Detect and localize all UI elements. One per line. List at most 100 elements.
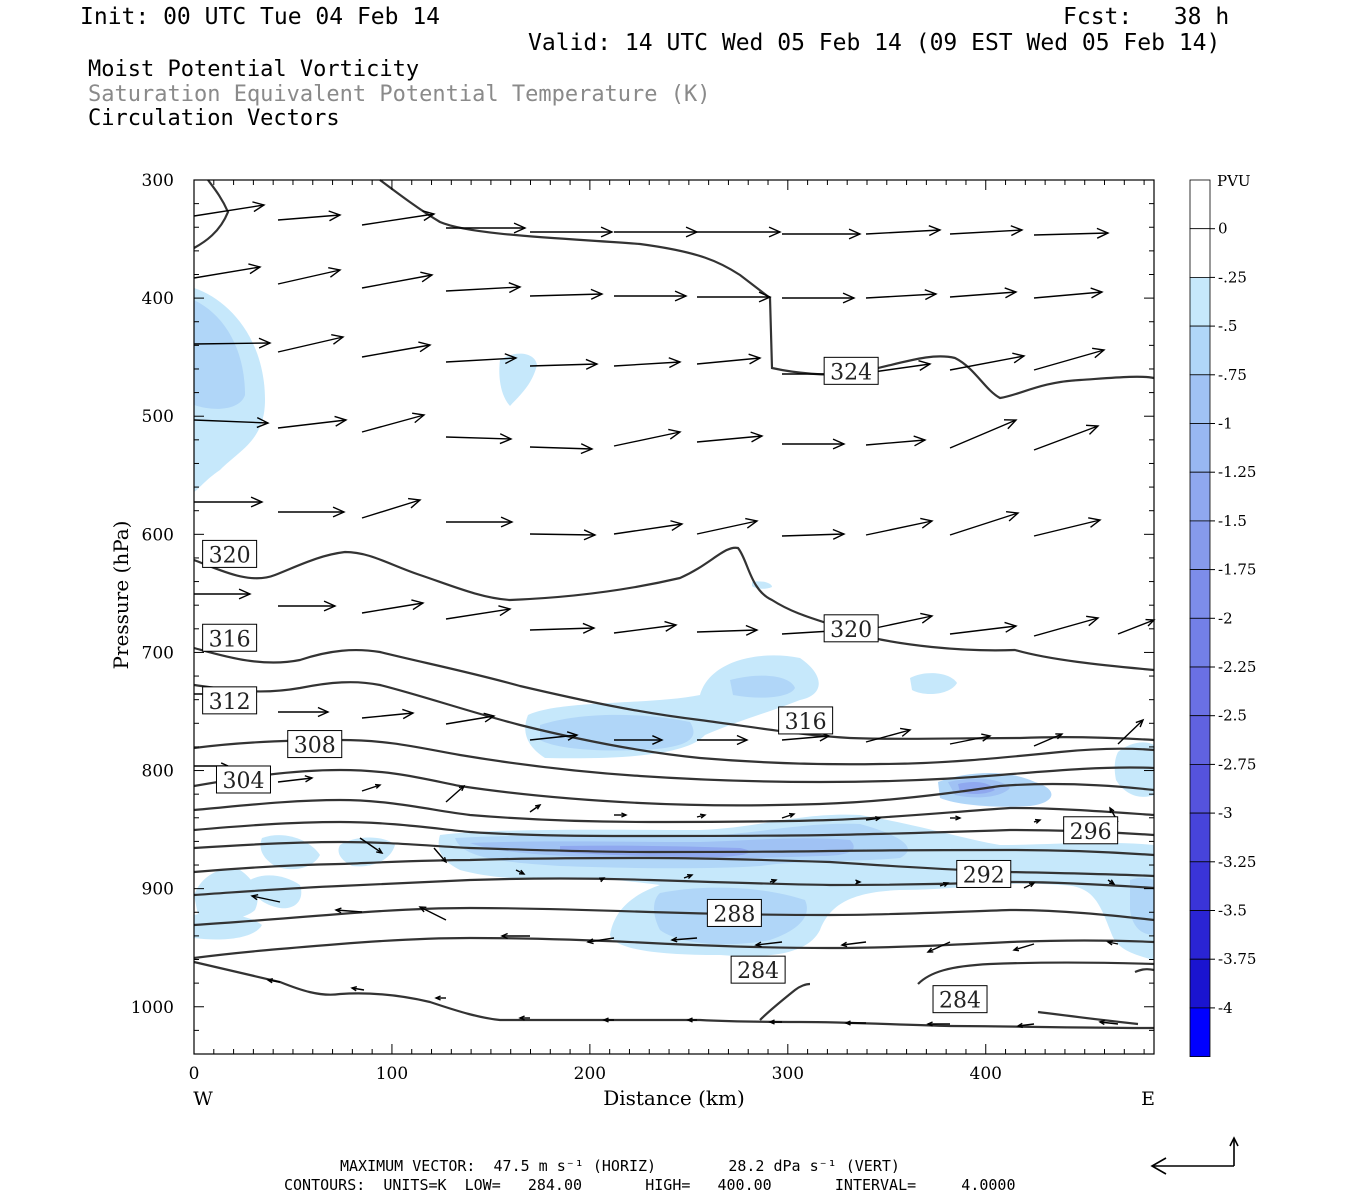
contour-label-text: 296 bbox=[1070, 820, 1112, 845]
contour-label-text: 316 bbox=[785, 710, 827, 735]
contour-label: 324 bbox=[823, 356, 879, 385]
contour-label: 312 bbox=[202, 686, 258, 715]
circulation-vector bbox=[926, 941, 951, 953]
colorbar-tick-label: -3.25 bbox=[1218, 853, 1256, 871]
circulation-vector bbox=[1098, 1019, 1119, 1026]
contour-label-text: 288 bbox=[713, 902, 755, 927]
circulation-vector bbox=[1033, 615, 1100, 637]
circulation-vector bbox=[614, 290, 688, 302]
circulation-vector bbox=[949, 225, 1024, 237]
colorbar-swatch bbox=[1189, 958, 1211, 1009]
circulation-vector bbox=[193, 263, 262, 279]
contour-label-text: 292 bbox=[963, 863, 1005, 888]
circulation-vector bbox=[418, 906, 447, 921]
contour-label-text: 320 bbox=[209, 543, 251, 568]
contour-label-text: 316 bbox=[209, 627, 251, 652]
circulation-vector bbox=[865, 289, 938, 301]
colorbar-tick-label: -1 bbox=[1218, 415, 1233, 433]
circulation-vector bbox=[278, 600, 337, 612]
circulation-vector bbox=[193, 337, 272, 349]
x-tick-label: 200 bbox=[574, 1064, 606, 1084]
colorbar-tick-label: -.25 bbox=[1218, 268, 1247, 286]
contour-label: 284 bbox=[932, 985, 988, 1014]
contour-label-layer: 324 320 320 316 316 312 308 304 296 292 288 284 284 bbox=[202, 356, 1119, 1014]
circulation-vector bbox=[865, 727, 912, 743]
circulation-vector bbox=[500, 932, 530, 940]
pv-region bbox=[250, 875, 302, 909]
circulation-vector-layer bbox=[193, 201, 1156, 1029]
circulation-vector bbox=[865, 225, 942, 237]
circulation-vector bbox=[1033, 424, 1100, 451]
y-tick-label: 500 bbox=[142, 407, 174, 427]
circulation-vector bbox=[949, 287, 1018, 299]
colorbar-swatch bbox=[1189, 520, 1211, 571]
y-axis-title: Pressure (hPa) bbox=[109, 521, 133, 670]
theta-contour-line bbox=[193, 681, 1155, 766]
colorbar-swatch bbox=[1189, 276, 1211, 327]
theta-contour-line bbox=[193, 840, 1155, 857]
circulation-vector bbox=[529, 731, 579, 741]
colorbar-tick-label: -4 bbox=[1218, 999, 1233, 1017]
circulation-vector bbox=[855, 879, 862, 885]
circulation-vector bbox=[614, 735, 664, 745]
contour-label-text: 312 bbox=[209, 690, 251, 715]
y-tick-label: 800 bbox=[142, 762, 174, 782]
theta-contour-line bbox=[193, 820, 1155, 838]
contour-label-text: 284 bbox=[737, 959, 779, 984]
circulation-vector bbox=[350, 986, 365, 992]
circulation-vector bbox=[1033, 818, 1042, 824]
theta-contour-line bbox=[1134, 968, 1155, 974]
circulation-vector bbox=[782, 438, 846, 450]
x-end-label-east: E bbox=[1141, 1088, 1155, 1110]
circulation-vector bbox=[361, 210, 436, 226]
pv-region bbox=[194, 869, 258, 925]
circulation-vector bbox=[939, 881, 950, 888]
colorbar-swatch bbox=[1189, 179, 1211, 230]
colorbar-tick-label: -3.5 bbox=[1218, 902, 1247, 920]
init-time: Init: 00 UTC Tue 04 Feb 14 bbox=[80, 4, 441, 30]
circulation-vector bbox=[277, 334, 345, 353]
circulation-vector bbox=[1033, 517, 1102, 537]
theta-contour-line bbox=[917, 961, 1155, 985]
theta-contour-line bbox=[193, 179, 230, 249]
circulation-vector bbox=[1033, 227, 1110, 239]
colorbar-tick-label: -1.5 bbox=[1218, 512, 1247, 530]
circulation-vector bbox=[446, 516, 514, 528]
forecast-hour: Fcst: 38 h bbox=[1063, 4, 1230, 30]
plot-frame bbox=[193, 179, 1155, 1055]
circulation-vector bbox=[361, 783, 382, 792]
circulation-vector bbox=[277, 415, 348, 429]
theta-contour-line bbox=[193, 646, 1155, 742]
circulation-vector bbox=[1023, 882, 1036, 889]
circulation-vector bbox=[1107, 879, 1116, 885]
field-label-vectors: Circulation Vectors bbox=[88, 106, 340, 131]
circulation-vector bbox=[613, 428, 682, 447]
colorbar-swatch bbox=[1189, 764, 1211, 814]
circulation-vector bbox=[277, 266, 342, 285]
circulation-vector bbox=[949, 733, 992, 745]
theta-contour-line bbox=[193, 906, 1155, 927]
circulation-vector bbox=[602, 1017, 614, 1023]
theta-contour-line bbox=[193, 768, 1155, 807]
contour-label: 304 bbox=[215, 765, 271, 794]
circulation-vector bbox=[1106, 940, 1119, 946]
circulation-vector bbox=[445, 282, 522, 294]
circulation-vector bbox=[598, 877, 606, 883]
circulation-vector bbox=[1016, 1022, 1035, 1029]
pv-fill-layer bbox=[194, 288, 1155, 960]
circulation-vector bbox=[781, 812, 796, 819]
colorbar-tick-label: -1.25 bbox=[1218, 463, 1256, 481]
colorbar-swatch bbox=[1189, 325, 1211, 376]
circulation-vector bbox=[696, 353, 762, 365]
y-tick-label: 1000 bbox=[131, 998, 174, 1018]
circulation-vector bbox=[1033, 347, 1106, 371]
pv-region bbox=[540, 714, 694, 751]
circulation-vector bbox=[361, 412, 426, 433]
circulation-vector bbox=[696, 813, 707, 819]
circulation-vector bbox=[361, 341, 432, 358]
colorbar-swatch bbox=[1189, 910, 1211, 960]
circulation-vector bbox=[277, 210, 342, 222]
pv-region bbox=[338, 837, 395, 867]
circulation-vector bbox=[865, 435, 927, 447]
colorbar-tick-label: -2.25 bbox=[1218, 658, 1256, 676]
